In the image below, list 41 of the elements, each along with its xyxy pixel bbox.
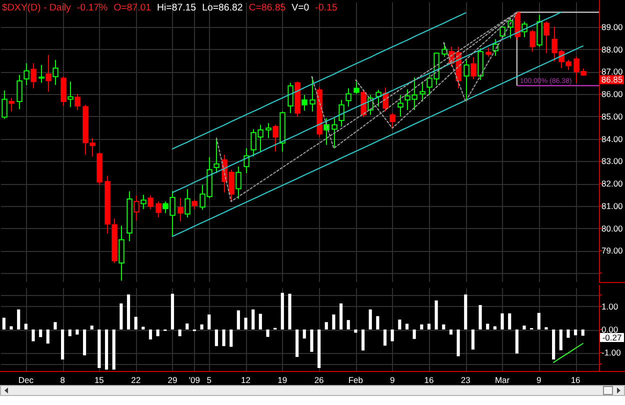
x-tick-label: 19 bbox=[278, 375, 288, 385]
y-tick-label: 84.00 bbox=[602, 134, 624, 144]
chart-title: $DXY(D) - Daily bbox=[2, 2, 72, 14]
annotation: Lo=86.82 bbox=[202, 2, 243, 14]
y-tick-label: -1.00 bbox=[602, 348, 622, 358]
x-tick-label: 8 bbox=[60, 375, 66, 385]
x-tick-label: 16 bbox=[570, 375, 581, 385]
y-tick-label: 86.00 bbox=[602, 89, 624, 100]
y-tick-label: 82.00 bbox=[602, 178, 624, 189]
x-tick-label: 9 bbox=[390, 375, 395, 385]
annotation: O=87.01 bbox=[114, 2, 152, 14]
y-tick-label: 81.00 bbox=[602, 200, 624, 211]
x-tick-label: 23 bbox=[460, 375, 471, 385]
y-tick-label: 0.00 bbox=[602, 324, 618, 334]
x-tick-label: '09 bbox=[188, 375, 200, 385]
y-tick-label: 89.00 bbox=[602, 22, 624, 32]
y-tick-label: 87.00 bbox=[602, 66, 624, 77]
y-tick-label: 83.00 bbox=[602, 156, 624, 166]
annotation: Hi=87.15 bbox=[157, 2, 196, 14]
y-tick-label: 88.00 bbox=[602, 44, 624, 54]
annotation: C=86.85 bbox=[248, 2, 286, 14]
x-tick-label: 29 bbox=[168, 375, 178, 385]
y-tick-label: 85.00 bbox=[602, 111, 624, 122]
y-tick-label: 1.00 bbox=[602, 301, 618, 312]
x-tick-label: Feb bbox=[348, 375, 364, 385]
annotation: V=0 bbox=[292, 2, 310, 14]
x-tick-label: 9 bbox=[536, 375, 542, 385]
x-tick-label: 5 bbox=[206, 375, 212, 385]
text: 86.85 bbox=[601, 74, 623, 85]
x-tick-label: 22 bbox=[131, 375, 141, 385]
x-tick-label: 15 bbox=[94, 375, 104, 385]
annotation: -0.15 bbox=[315, 2, 338, 14]
x-tick-label: 16 bbox=[424, 375, 434, 385]
y-tick-label: 80.00 bbox=[602, 223, 624, 234]
annotation: -0.17% bbox=[76, 2, 108, 14]
x-tick-label: 12 bbox=[241, 375, 251, 385]
y-tick-label: 79.00 bbox=[602, 246, 624, 256]
x-tick-label: Dec bbox=[18, 375, 34, 385]
text: -0.27 bbox=[602, 332, 622, 342]
x-tick-label: 26 bbox=[314, 375, 324, 385]
x-tick-label: Mar bbox=[494, 375, 510, 385]
